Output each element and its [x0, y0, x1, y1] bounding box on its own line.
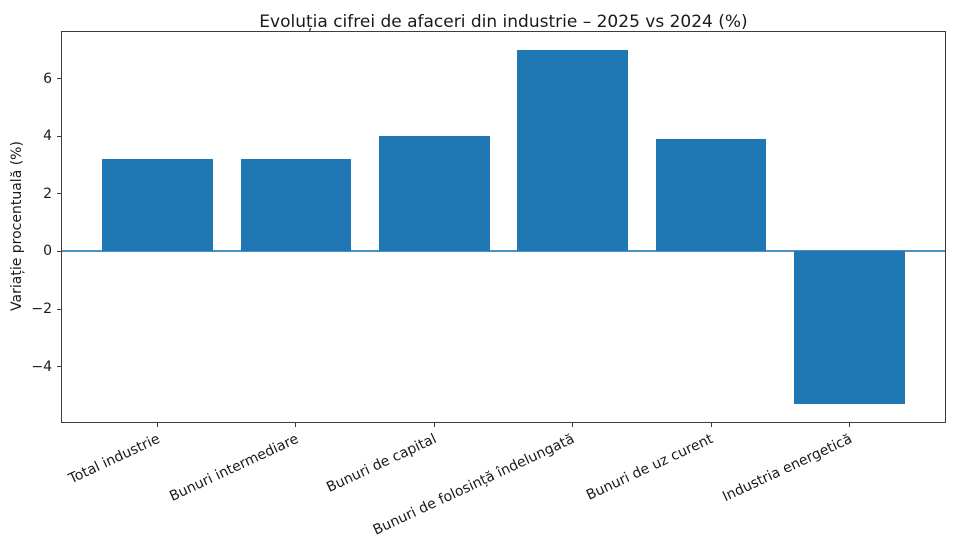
x-tick-mark: [710, 422, 712, 427]
chart-title: Evoluția cifrei de afaceri din industrie…: [259, 12, 748, 32]
x-tick-label: Bunuri de uz curent: [584, 431, 716, 504]
x-tick-mark: [849, 422, 850, 427]
bar: [240, 159, 352, 252]
y-tick-mark: [57, 193, 62, 195]
bar: [794, 251, 905, 405]
x-tick-label: Industria energetică: [719, 431, 855, 506]
x-tick-mark: [156, 422, 158, 427]
bar: [517, 49, 629, 252]
y-tick-label: 6: [43, 70, 52, 87]
y-tick-label: 0: [43, 243, 52, 260]
y-tick-mark: [57, 308, 62, 310]
x-tick-label: Total industrie: [66, 431, 163, 488]
y-tick-label: −4: [31, 358, 52, 375]
y-axis-label: Variație procentuală (%): [9, 141, 25, 311]
x-tick-mark: [572, 422, 574, 427]
x-tick-mark: [295, 422, 297, 427]
zero-line: [62, 250, 945, 253]
y-tick-label: 2: [43, 185, 52, 202]
bar: [655, 139, 767, 252]
y-tick-label: 4: [43, 128, 52, 145]
y-tick-mark: [57, 250, 62, 252]
y-tick-mark: [57, 135, 62, 137]
x-tick-label: Bunuri intermediare: [166, 431, 301, 505]
bar: [102, 159, 213, 252]
y-tick-mark: [57, 78, 62, 80]
x-tick-label: Bunuri de capital: [324, 431, 440, 496]
bar: [378, 136, 490, 252]
y-tick-label: −2: [31, 301, 52, 318]
x-tick-mark: [433, 422, 435, 427]
y-tick-mark: [57, 366, 62, 368]
